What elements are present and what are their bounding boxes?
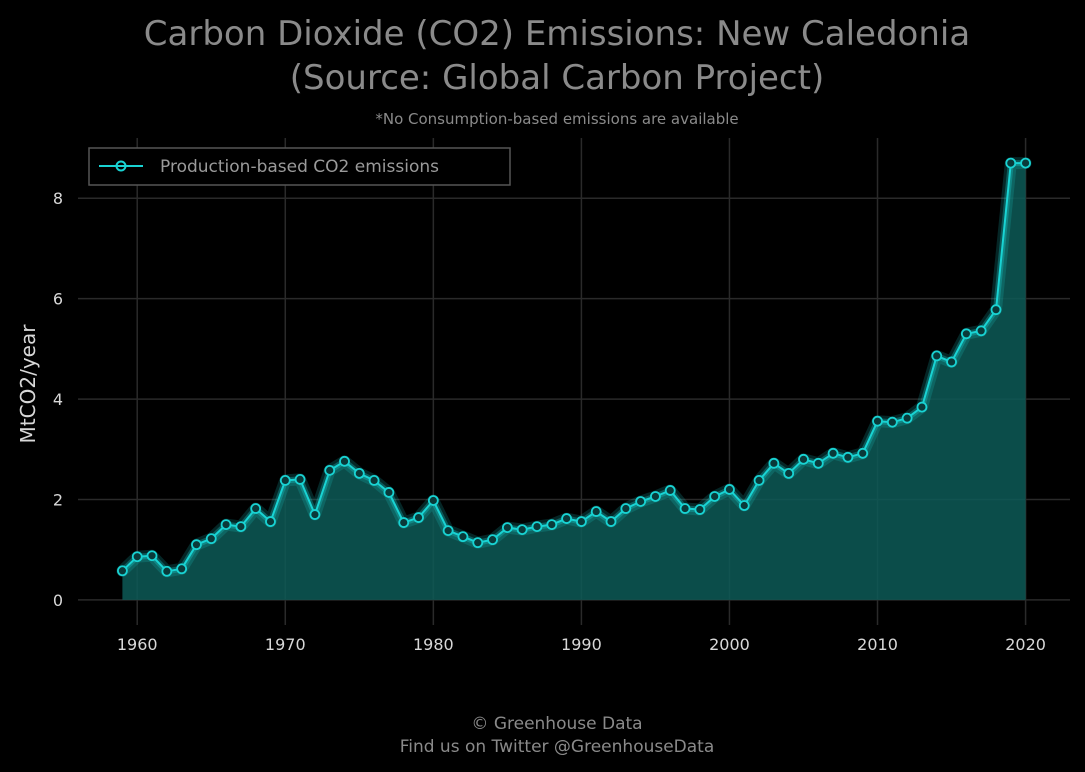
data-point xyxy=(916,401,928,413)
data-point xyxy=(709,491,721,502)
data-point xyxy=(472,537,484,549)
data-point xyxy=(901,412,913,424)
data-point xyxy=(131,551,143,563)
y-tick-label: 2 xyxy=(53,490,63,509)
x-tick-label: 1960 xyxy=(117,635,158,654)
x-tick-label: 1990 xyxy=(561,635,602,654)
data-point xyxy=(664,485,676,496)
x-axis-ticks: 1960 1970 1980 1990 2000 2010 2020 xyxy=(117,635,1046,654)
footer: © Greenhouse Data Find us on Twitter @Gr… xyxy=(400,714,715,757)
data-point xyxy=(679,503,691,514)
legend-marker-swatch xyxy=(115,160,127,172)
data-point xyxy=(205,533,217,545)
x-tick-label: 2010 xyxy=(857,635,898,654)
x-tick-label: 1980 xyxy=(413,635,454,654)
data-point xyxy=(279,475,291,486)
data-point xyxy=(413,512,424,523)
data-point xyxy=(250,503,262,514)
footer-twitter: Find us on Twitter @GreenhouseData xyxy=(400,737,715,757)
footer-copyright: © Greenhouse Data xyxy=(471,714,642,734)
data-point xyxy=(487,534,498,546)
legend-box xyxy=(88,147,511,186)
data-point xyxy=(857,447,869,459)
chart-title-line2: (Source: Global Carbon Project) xyxy=(290,58,824,98)
data-point xyxy=(427,495,439,506)
x-tick-label: 2020 xyxy=(1005,635,1046,654)
data-point xyxy=(309,509,321,520)
data-point xyxy=(353,467,365,479)
data-point xyxy=(650,491,661,502)
data-point xyxy=(501,522,513,533)
data-point xyxy=(960,328,972,340)
x-tick-label: 1970 xyxy=(265,635,306,654)
data-point xyxy=(842,451,854,463)
chart-title-line1: Carbon Dioxide (CO2) Emissions: New Cale… xyxy=(144,14,970,54)
data-point xyxy=(383,487,395,498)
data-point xyxy=(561,513,572,524)
y-axis-ticks: 0 2 4 6 8 xyxy=(53,189,63,610)
chart-titles: Carbon Dioxide (CO2) Emissions: New Cale… xyxy=(144,14,970,128)
data-point xyxy=(161,565,173,577)
data-point xyxy=(694,504,706,515)
data-point xyxy=(783,467,795,479)
data-point xyxy=(146,550,158,562)
legend: Production-based CO2 emissions xyxy=(88,147,511,186)
data-point xyxy=(576,516,587,527)
data-point xyxy=(768,457,780,469)
data-point xyxy=(117,565,128,577)
data-point xyxy=(590,506,602,517)
data-point xyxy=(872,415,883,427)
data-point xyxy=(235,521,247,532)
data-point xyxy=(946,356,957,368)
data-point xyxy=(812,457,824,469)
data-point xyxy=(324,464,336,476)
legend-series-label: Production-based CO2 emissions xyxy=(160,157,439,177)
data-point xyxy=(368,475,380,486)
data-point xyxy=(990,304,1002,316)
data-point xyxy=(339,455,350,467)
data-point xyxy=(457,531,469,543)
y-tick-label: 4 xyxy=(53,390,63,409)
data-point xyxy=(516,524,528,536)
data-point xyxy=(724,484,735,495)
y-axis-label: MtCO2/year xyxy=(16,324,40,444)
data-point xyxy=(398,517,410,528)
y-tick-label: 6 xyxy=(53,290,63,309)
data-point xyxy=(635,496,647,507)
series-markers xyxy=(117,157,1031,577)
data-point xyxy=(1005,157,1017,169)
series-area xyxy=(122,163,1026,600)
x-tick-label: 2000 xyxy=(709,635,750,654)
data-point xyxy=(975,325,987,337)
series-line-path xyxy=(121,162,1026,573)
series-line xyxy=(116,157,1032,578)
chart-subtitle: *No Consumption-based emissions are avai… xyxy=(375,110,738,128)
data-point xyxy=(827,447,839,459)
data-point xyxy=(220,519,232,530)
y-tick-label: 8 xyxy=(53,189,63,208)
data-point xyxy=(294,474,306,485)
data-point xyxy=(176,563,188,575)
y-tick-label: 0 xyxy=(53,591,63,610)
data-point xyxy=(931,350,943,362)
data-point xyxy=(738,500,750,511)
data-point xyxy=(191,539,202,551)
data-point xyxy=(265,516,276,527)
data-point xyxy=(442,525,454,537)
data-point xyxy=(605,516,617,527)
data-point xyxy=(1020,157,1031,169)
data-point xyxy=(620,503,632,514)
area-fill xyxy=(122,163,1026,600)
data-point xyxy=(546,519,558,530)
data-point xyxy=(886,416,898,428)
data-point xyxy=(531,521,543,532)
data-point xyxy=(798,453,809,465)
data-point xyxy=(753,475,765,486)
